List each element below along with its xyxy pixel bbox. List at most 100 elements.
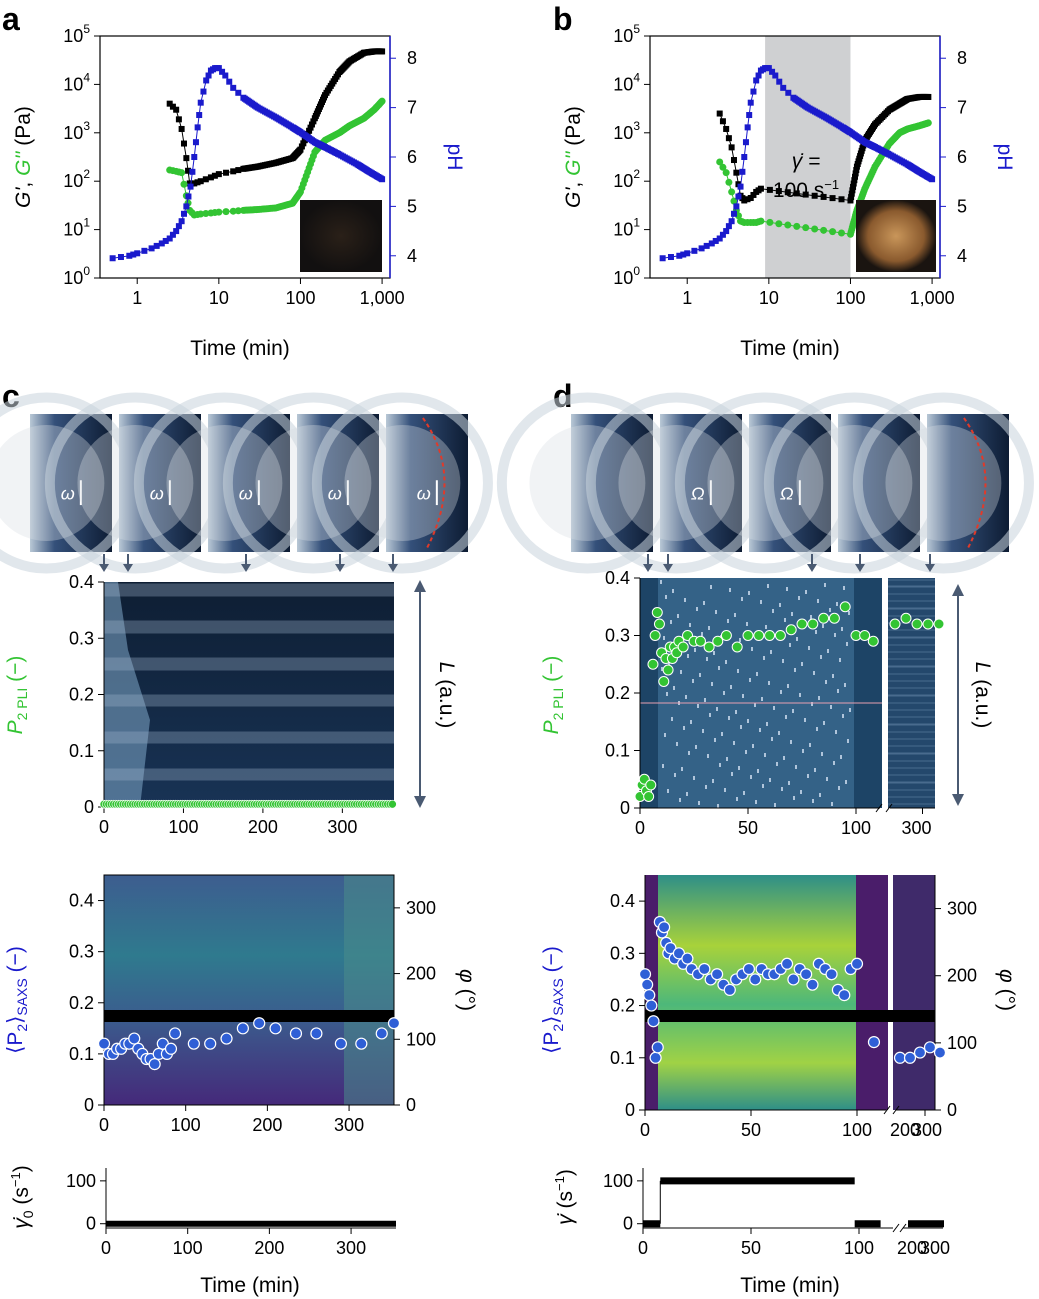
pli-speckle: [664, 733, 666, 737]
data-point-pH: [728, 218, 735, 225]
data-point-p2-saxs: [204, 1037, 217, 1050]
data-point-G': [851, 177, 858, 184]
pli-speckle: [780, 690, 782, 694]
data-point-pH: [203, 77, 210, 84]
data-point-pH: [747, 99, 754, 106]
gel-boundary-outline: [963, 417, 987, 549]
pli-speckle: [708, 626, 710, 630]
pli-speckle: [792, 709, 794, 713]
y2-tick-label: 100: [406, 1029, 436, 1049]
pli-speckle: [667, 789, 669, 793]
y2-tick-label: 0: [947, 1100, 957, 1120]
data-point-p2-saxs: [710, 968, 724, 981]
data-point-G'': [378, 97, 386, 105]
data-point-pH: [730, 210, 737, 217]
pli-speckle: [799, 693, 801, 697]
pli-speckle: [694, 648, 696, 652]
data-point-pH: [676, 252, 683, 259]
pli-speckle: [687, 654, 689, 658]
y-tick-label: 105: [63, 22, 90, 46]
sample-photo: [838, 414, 920, 552]
y2-tick-label: 7: [407, 98, 417, 118]
pli-speckle: [679, 798, 681, 802]
pli-speckle: [666, 692, 668, 696]
data-point-p2-saxs: [220, 1032, 233, 1045]
pli-speckle: [849, 708, 851, 712]
data-point-pH: [226, 78, 233, 85]
pli-speckle: [703, 601, 705, 605]
y-tick-exponent: 5: [633, 22, 640, 36]
x-tick-label: 300: [336, 1238, 366, 1258]
panel-c-pli-y2label: L (a.u.): [435, 662, 458, 729]
y-tick-label: 0: [86, 1214, 96, 1234]
data-point-p2-pli: [712, 635, 724, 647]
data-point-G'': [924, 119, 932, 127]
pli-speckle: [706, 657, 708, 661]
y-tick-label: 102: [613, 167, 640, 191]
rotation-symbol: ω: [150, 484, 164, 504]
data-point-G': [849, 187, 856, 194]
data-point-p2-saxs: [850, 957, 864, 970]
pli-speckle: [776, 762, 778, 766]
data-point-p2-pli: [677, 641, 689, 653]
axis-break: [892, 1223, 900, 1233]
pli-speckle: [787, 684, 789, 688]
y-tick-exponent: 1: [83, 216, 90, 230]
pli-speckle: [709, 713, 711, 717]
data-point-p2-pli: [922, 618, 934, 630]
data-point-pH: [739, 168, 746, 175]
data-point-p2-saxs: [742, 962, 755, 976]
pli-speckle: [805, 590, 807, 594]
data-point-pH: [158, 240, 165, 247]
pli-speckle: [825, 680, 827, 684]
pli-speckle: [715, 610, 717, 614]
data-point-pH: [197, 99, 204, 106]
x-tick-label: 200: [248, 817, 278, 837]
pli-speckle: [743, 791, 745, 795]
x-tick-label: 300: [334, 1115, 364, 1135]
data-point-pH: [741, 154, 748, 160]
data-point-G': [169, 103, 176, 110]
data-point-p2-pli: [647, 658, 659, 670]
x-tick-label: 0: [635, 818, 645, 838]
data-point-p2-saxs: [780, 957, 794, 970]
panel-d-L-arrow-bottom: [952, 794, 964, 806]
data-point-G': [851, 173, 858, 180]
y2-tick-label: 6: [957, 147, 967, 167]
data-point-p2-saxs: [269, 1022, 282, 1035]
pli-speckle: [693, 776, 695, 780]
x-tick-label: 0: [638, 1238, 648, 1258]
shear-region-band: [765, 36, 851, 278]
data-point-pH: [680, 251, 687, 258]
data-point-G': [811, 192, 818, 199]
data-point-p2-pli: [764, 630, 776, 641]
rotation-symbol: ω: [239, 484, 253, 504]
pli-speckle: [809, 743, 811, 747]
data-point-pH: [178, 218, 185, 225]
data-point-G'': [784, 221, 792, 229]
data-point-p2-saxs: [164, 1042, 178, 1055]
data-point-pH: [750, 88, 757, 95]
data-point-pH: [153, 242, 160, 249]
data-point-p2-pli: [720, 630, 732, 641]
pli-speckle: [724, 788, 726, 792]
panel-c-pli-bright-region: [104, 582, 150, 807]
panel-c-L-arrow-top: [414, 580, 426, 592]
data-point-p2-saxs: [923, 1041, 937, 1054]
data-point-p2-pli: [796, 618, 808, 630]
y-tick-label: 0.2: [69, 685, 94, 705]
y2-tick-label: 6: [407, 147, 417, 167]
data-point-p2-pli: [662, 664, 674, 676]
pli-speckle: [749, 678, 751, 682]
time-marker-arrowhead: [388, 564, 398, 572]
data-point-G'': [180, 180, 188, 188]
pli-speckle: [811, 702, 813, 706]
time-marker-arrowhead: [643, 564, 653, 572]
data-point-G'': [215, 208, 223, 216]
data-point-pH: [716, 235, 723, 242]
pli-speckle: [808, 646, 810, 650]
y-tick-label: 0.4: [69, 572, 94, 592]
y-tick-label: 105: [613, 22, 640, 46]
pli-speckle: [685, 695, 687, 699]
